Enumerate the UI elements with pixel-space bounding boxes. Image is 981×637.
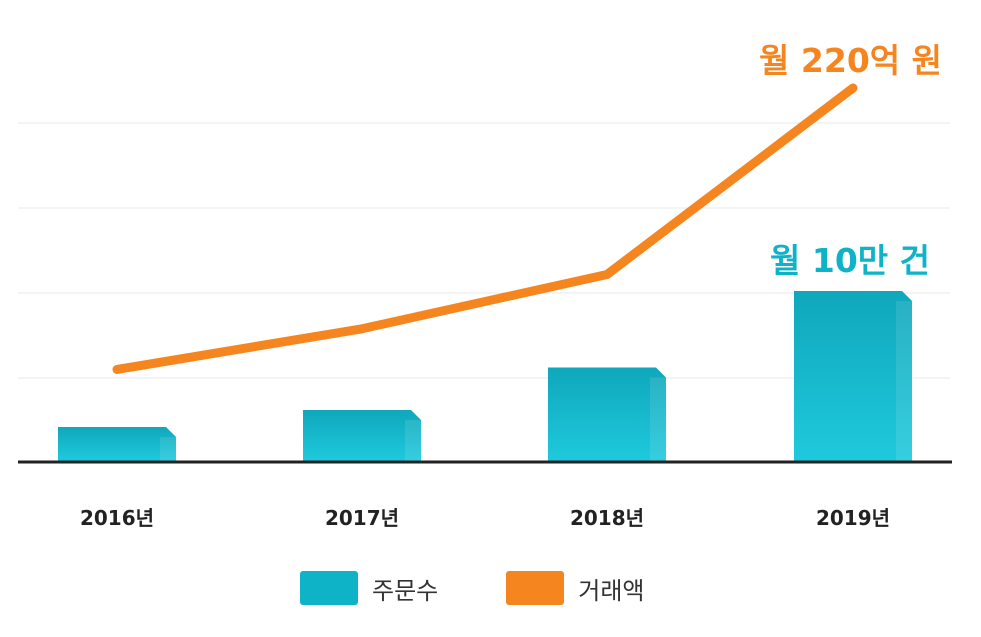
legend-label: 거래액 xyxy=(578,576,645,605)
legend-swatch xyxy=(506,571,565,605)
x-tick-label: 2019년 xyxy=(816,506,890,530)
bar xyxy=(548,367,666,461)
x-tick-label: 2017년 xyxy=(325,506,399,530)
bar xyxy=(58,427,176,461)
bar-shade xyxy=(405,420,421,461)
chart: 2016년 2017년 2018년 2019년 월 220억 원 월 10만 건 xyxy=(18,41,952,530)
line-series-transaction xyxy=(112,83,858,374)
annotation-orders: 월 10만 건 xyxy=(770,241,930,280)
x-tick-label: 2018년 xyxy=(570,506,644,530)
bar xyxy=(303,410,421,461)
annotation-transaction: 월 220억 원 xyxy=(759,41,942,80)
bar xyxy=(794,291,912,461)
bar-shade xyxy=(650,377,666,461)
bar-series xyxy=(58,291,912,461)
bar-shade xyxy=(896,301,912,461)
x-tick-labels: 2016년 2017년 2018년 2019년 xyxy=(80,506,890,530)
x-tick-label: 2016년 xyxy=(80,506,154,530)
legend-item-transaction: 거래액 xyxy=(506,571,645,606)
legend: 주문수 거래액 xyxy=(300,568,713,608)
bar-shade xyxy=(160,437,176,461)
legend-swatch xyxy=(300,571,358,605)
legend-label: 주문수 xyxy=(372,576,439,605)
legend-item-orders: 주문수 xyxy=(300,571,438,606)
